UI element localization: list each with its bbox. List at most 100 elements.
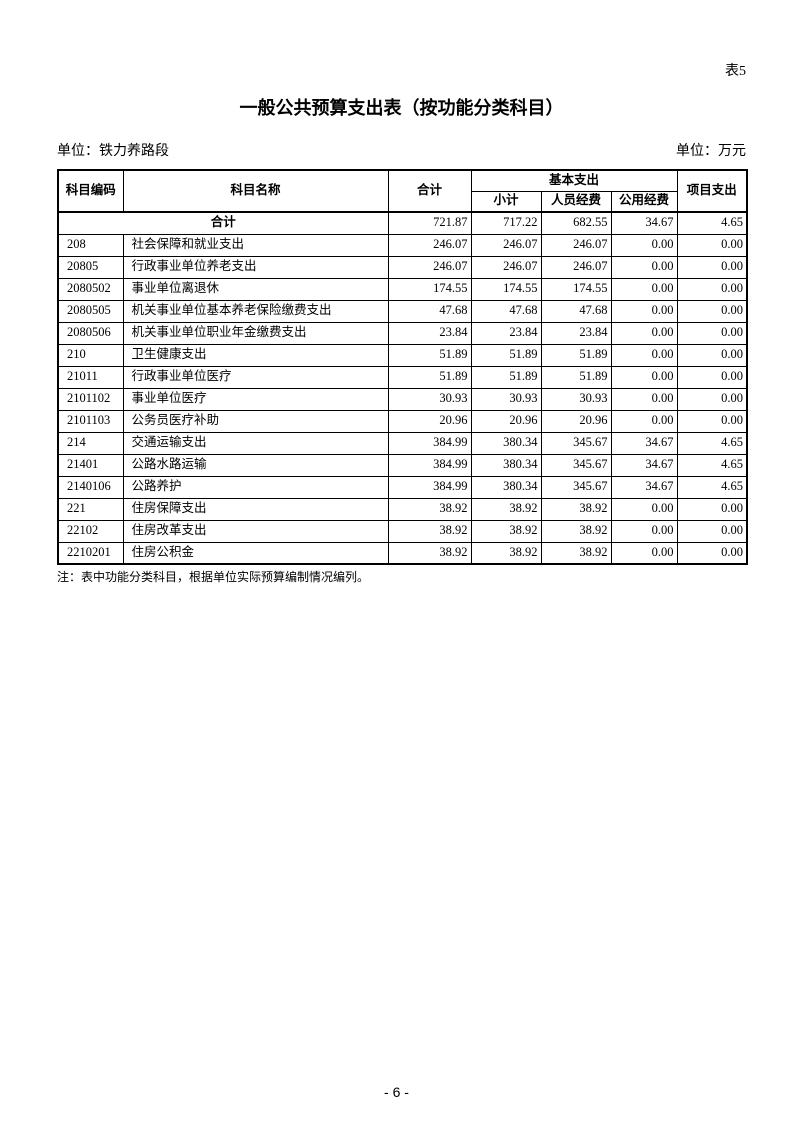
table-row: 2080506 机关事业单位职业年金缴费支出 23.84 23.84 23.84 0.00… (57, 321, 748, 345)
cell-subtotal: 51.89 (470, 343, 542, 367)
cell-total: 174.55 (387, 277, 472, 301)
total-cell-personnel: 682.55 (540, 211, 612, 235)
cell-subtotal: 38.92 (470, 541, 542, 565)
table-row: 21011 行政事业单位医疗 51.89 51.89 51.89 0.00 0.00 (57, 365, 748, 389)
table-row: 22102 住房改革支出 38.92 38.92 38.92 0.00 0.00 (57, 519, 748, 543)
page-title: 一般公共预算支出表（按功能分类科目） (239, 98, 564, 118)
cell-total: 30.93 (387, 387, 472, 411)
cell-public: 0.00 (610, 233, 678, 257)
table-row: 2101103 公务员医疗补助 20.96 20.96 20.96 0.00 0.00 (57, 409, 748, 433)
cell-name: 卫生健康支出 (122, 343, 389, 367)
cell-total: 384.99 (387, 431, 472, 455)
cell-personnel: 345.67 (540, 475, 612, 499)
cell-public: 0.00 (610, 365, 678, 389)
table-row: 208 社会保障和就业支出 246.07 246.07 246.07 0.00 0.00 (57, 233, 748, 257)
budget-table-header: 科目编码 科目名称 合计 基本支出 项目支出 小计 人员经费 公用经费 (57, 169, 748, 213)
col-header-subtotal: 小计 (470, 190, 542, 213)
cell-personnel: 345.67 (540, 431, 612, 455)
table-total-row: 合计 721.87 717.22 682.55 34.67 4.65 (57, 211, 748, 235)
table-row: 2080502 事业单位离退休 174.55 174.55 174.55 0.00 0.00 (57, 277, 748, 301)
cell-code: 2140106 (57, 475, 124, 499)
cell-project: 4.65 (676, 475, 748, 499)
cell-name: 机关事业单位职业年金缴费支出 (122, 321, 389, 345)
cell-personnel: 174.55 (540, 277, 612, 301)
cell-code: 22102 (57, 519, 124, 543)
cell-code: 2101102 (57, 387, 124, 411)
cell-code: 21401 (57, 453, 124, 477)
cell-subtotal: 47.68 (470, 299, 542, 323)
cell-total: 38.92 (387, 519, 472, 543)
col-header-public-funds: 公用经费 (610, 190, 678, 213)
cell-public: 0.00 (610, 387, 678, 411)
unit-name-label: 单位：铁力养路段 (57, 144, 169, 159)
cell-total: 51.89 (387, 365, 472, 389)
cell-name: 行政事业单位医疗 (122, 365, 389, 389)
col-header-code: 科目编码 (57, 169, 124, 213)
total-cell-project: 4.65 (676, 211, 748, 235)
cell-subtotal: 246.07 (470, 255, 542, 279)
table-row: 2101102 事业单位医疗 30.93 30.93 30.93 0.00 0.00 (57, 387, 748, 411)
cell-code: 2101103 (57, 409, 124, 433)
cell-total: 23.84 (387, 321, 472, 345)
cell-code: 2210201 (57, 541, 124, 565)
budget-table: 科目编码 科目名称 合计 基本支出 项目支出 小计 人员经费 公用经费 合计 7… (57, 169, 749, 565)
cell-project: 4.65 (676, 453, 748, 477)
cell-name: 住房保障支出 (122, 497, 389, 521)
cell-project: 0.00 (676, 365, 748, 389)
total-cell-public: 34.67 (610, 211, 678, 235)
budget-table-body: 合计 721.87 717.22 682.55 34.67 4.65 208 社会… (57, 211, 748, 565)
cell-code: 2080502 (57, 277, 124, 301)
cell-project: 0.00 (676, 233, 748, 257)
cell-public: 0.00 (610, 497, 678, 521)
cell-subtotal: 380.34 (470, 431, 542, 455)
cell-total: 51.89 (387, 343, 472, 367)
cell-public: 0.00 (610, 321, 678, 345)
total-cell-subtotal: 717.22 (470, 211, 542, 235)
cell-project: 0.00 (676, 343, 748, 367)
cell-public: 34.67 (610, 475, 678, 499)
cell-project: 0.00 (676, 541, 748, 565)
cell-total: 47.68 (387, 299, 472, 323)
cell-project: 0.00 (676, 519, 748, 543)
table-footnote: 注：表中功能分类科目，根据单位实际预算编制情况编列。 (57, 570, 370, 584)
cell-subtotal: 51.89 (470, 365, 542, 389)
cell-personnel: 23.84 (540, 321, 612, 345)
cell-name: 公路养护 (122, 475, 389, 499)
page-content: 表5 一般公共预算支出表（按功能分类科目） 单位：铁力养路段 单位：万元 科目编… (57, 0, 749, 585)
cell-subtotal: 380.34 (470, 475, 542, 499)
table-row: 2210201 住房公积金 38.92 38.92 38.92 0.00 0.00 (57, 541, 748, 565)
cell-personnel: 38.92 (540, 541, 612, 565)
cell-name: 住房公积金 (122, 541, 389, 565)
cell-name: 社会保障和就业支出 (122, 233, 389, 257)
cell-code: 210 (57, 343, 124, 367)
col-header-project: 项目支出 (676, 169, 748, 213)
col-header-basic-expenditure-group: 基本支出 (470, 169, 678, 192)
cell-personnel: 47.68 (540, 299, 612, 323)
cell-name: 住房改革支出 (122, 519, 389, 543)
cell-name: 事业单位医疗 (122, 387, 389, 411)
cell-name: 机关事业单位基本养老保险缴费支出 (122, 299, 389, 323)
cell-project: 0.00 (676, 497, 748, 521)
cell-project: 0.00 (676, 299, 748, 323)
cell-personnel: 246.07 (540, 255, 612, 279)
cell-total: 38.92 (387, 541, 472, 565)
cell-code: 2080506 (57, 321, 124, 345)
col-header-total: 合计 (387, 169, 472, 213)
cell-personnel: 51.89 (540, 365, 612, 389)
cell-public: 0.00 (610, 277, 678, 301)
cell-public: 34.67 (610, 431, 678, 455)
col-header-name: 科目名称 (122, 169, 389, 213)
cell-total: 20.96 (387, 409, 472, 433)
cell-code: 208 (57, 233, 124, 257)
cell-code: 214 (57, 431, 124, 455)
cell-project: 0.00 (676, 387, 748, 411)
page-number: - 6 - (384, 1084, 409, 1100)
cell-total: 384.99 (387, 453, 472, 477)
cell-subtotal: 38.92 (470, 519, 542, 543)
cell-personnel: 30.93 (540, 387, 612, 411)
cell-total: 38.92 (387, 497, 472, 521)
cell-personnel: 246.07 (540, 233, 612, 257)
cell-project: 0.00 (676, 321, 748, 345)
cell-code: 20805 (57, 255, 124, 279)
